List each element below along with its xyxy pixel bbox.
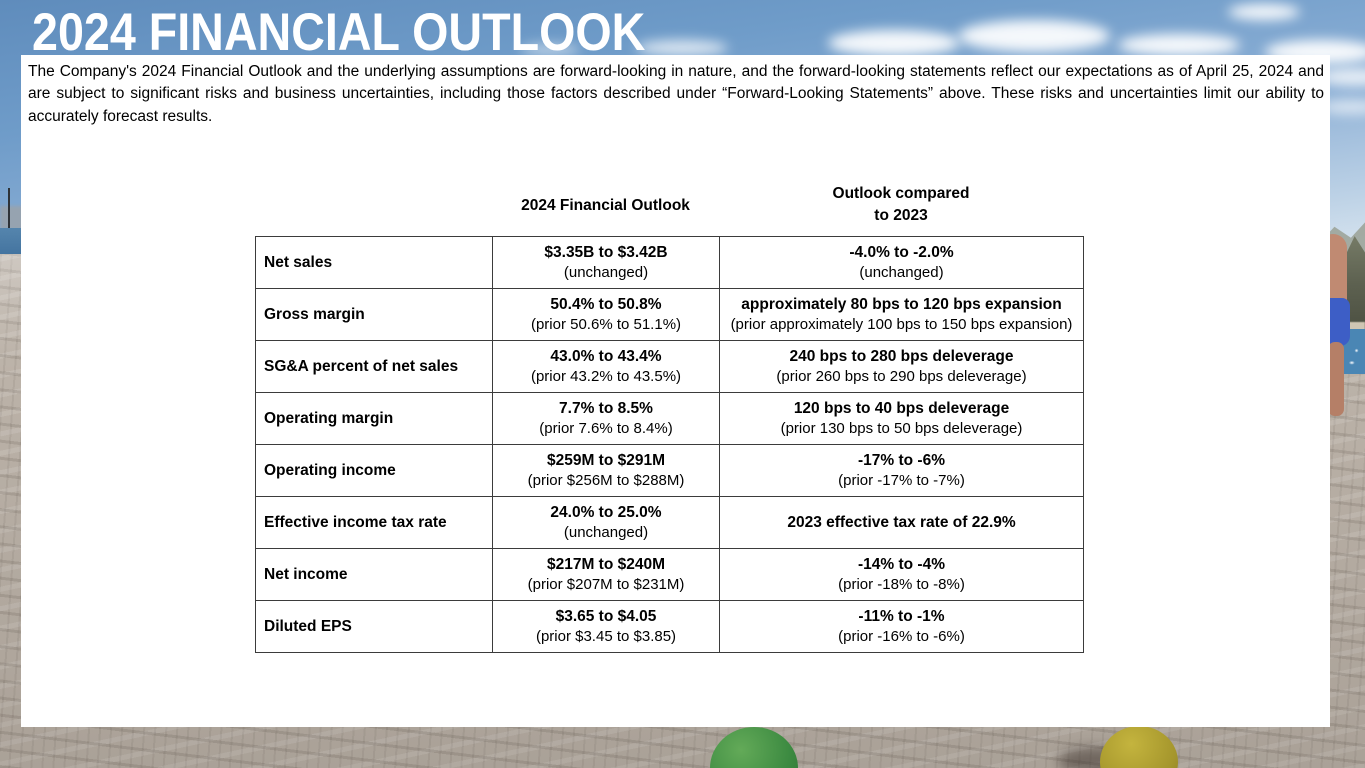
compare-value: approximately 80 bps to 120 bps expansio… — [741, 296, 1062, 313]
page-title: 2024 FINANCIAL OUTLOOK — [32, 3, 646, 62]
outlook-note: (prior 43.2% to 43.5%) — [530, 367, 682, 385]
compare-cell: 240 bps to 280 bps deleverage (prior 260… — [719, 340, 1084, 393]
outlook-cell: 24.0% to 25.0% (unchanged) — [492, 496, 720, 549]
table-row-effective-tax-rate: Effective income tax rate 24.0% to 25.0%… — [255, 496, 1084, 549]
row-label: Net sales — [255, 236, 493, 289]
row-label: Operating income — [255, 444, 493, 497]
outlook-note: (prior $3.45 to $3.85) — [535, 627, 677, 645]
cloud — [520, 44, 580, 56]
outlook-note: (prior $207M to $231M) — [527, 575, 685, 593]
row-label: SG&A percent of net sales — [255, 340, 493, 393]
outlook-cell: $259M to $291M (prior $256M to $288M) — [492, 444, 720, 497]
column-header-outlook-vs-2023: Outlook compared to 2023 — [719, 183, 1083, 227]
compare-value: 2023 effective tax rate of 22.9% — [787, 513, 1016, 531]
outlook-cell: $3.65 to $4.05 (prior $3.45 to $3.85) — [492, 600, 720, 653]
outlook-value: 43.0% to 43.4% — [550, 348, 662, 365]
cloud — [636, 40, 728, 56]
compare-note: (prior -17% to -7%) — [838, 471, 965, 489]
cloud — [1118, 34, 1240, 56]
outlook-value: 24.0% to 25.0% — [550, 504, 662, 521]
compare-cell: -14% to -4% (prior -18% to -8%) — [719, 548, 1084, 601]
compare-note: (prior approximately 100 bps to 150 bps … — [730, 315, 1073, 333]
content-panel: The Company's 2024 Financial Outlook and… — [21, 55, 1330, 727]
compare-value: -11% to -1% — [858, 608, 945, 625]
cloud — [1320, 100, 1365, 114]
outlook-cell: $3.35B to $3.42B (unchanged) — [492, 236, 720, 289]
compare-note: (prior -18% to -8%) — [838, 575, 965, 593]
table-row-operating-margin: Operating margin 7.7% to 8.5% (prior 7.6… — [255, 392, 1084, 445]
compare-note: (prior 130 bps to 50 bps deleverage) — [780, 419, 1023, 437]
table-row-operating-income: Operating income $259M to $291M (prior $… — [255, 444, 1084, 497]
compare-value: 240 bps to 280 bps deleverage — [789, 348, 1014, 365]
row-label: Diluted EPS — [255, 600, 493, 653]
table-row-gross-margin: Gross margin 50.4% to 50.8% (prior 50.6%… — [255, 288, 1084, 341]
compare-value: -4.0% to -2.0% — [849, 244, 954, 261]
compare-value: -17% to -6% — [858, 452, 945, 469]
cloud — [1228, 4, 1300, 20]
outlook-cell: $217M to $240M (prior $207M to $231M) — [492, 548, 720, 601]
compare-cell: -11% to -1% (prior -16% to -6%) — [719, 600, 1084, 653]
compare-cell: -17% to -6% (prior -17% to -7%) — [719, 444, 1084, 497]
row-label: Gross margin — [255, 288, 493, 341]
outlook-note: (prior $256M to $288M) — [527, 471, 685, 489]
outlook-value: $3.35B to $3.42B — [544, 244, 668, 261]
outlook-note: (unchanged) — [563, 523, 649, 541]
table-row-diluted-eps: Diluted EPS $3.65 to $4.05 (prior $3.45 … — [255, 600, 1084, 653]
compare-note: (unchanged) — [859, 263, 944, 281]
outlook-value: 50.4% to 50.8% — [550, 296, 662, 313]
outlook-note: (prior 50.6% to 51.1%) — [530, 315, 682, 333]
column-header-line2: to 2023 — [874, 207, 928, 224]
outlook-value: $3.65 to $4.05 — [555, 608, 657, 625]
distant-hills — [0, 206, 24, 230]
outlook-value: 7.7% to 8.5% — [559, 400, 653, 417]
outlook-note: (prior 7.6% to 8.4%) — [539, 419, 673, 437]
compare-cell: 2023 effective tax rate of 22.9% — [719, 496, 1084, 549]
outlook-table: Net sales $3.35B to $3.42B (unchanged) -… — [255, 236, 1084, 653]
table-row-net-income: Net income $217M to $240M (prior $207M t… — [255, 548, 1084, 601]
outlook-value: $259M to $291M — [546, 452, 666, 469]
outlook-cell: 7.7% to 8.5% (prior 7.6% to 8.4%) — [492, 392, 720, 445]
person-leg — [1328, 342, 1344, 416]
cloud — [958, 20, 1110, 52]
outlook-cell: 43.0% to 43.4% (prior 43.2% to 43.5%) — [492, 340, 720, 393]
column-header-line1: Outlook compared — [832, 185, 970, 202]
compare-note: (prior 260 bps to 290 bps deleverage) — [776, 367, 1027, 385]
compare-cell: 120 bps to 40 bps deleverage (prior 130 … — [719, 392, 1084, 445]
compare-value: 120 bps to 40 bps deleverage — [793, 400, 1010, 417]
cloud — [828, 30, 960, 56]
table-row-net-sales: Net sales $3.35B to $3.42B (unchanged) -… — [255, 236, 1084, 289]
table-row-sga-percent: SG&A percent of net sales 43.0% to 43.4%… — [255, 340, 1084, 393]
compare-value: -14% to -4% — [858, 556, 945, 573]
outlook-value: $217M to $240M — [546, 556, 666, 573]
compare-note: (prior -16% to -6%) — [838, 627, 965, 645]
compare-cell: -4.0% to -2.0% (unchanged) — [719, 236, 1084, 289]
compare-cell: approximately 80 bps to 120 bps expansio… — [719, 288, 1084, 341]
row-label: Effective income tax rate — [255, 496, 493, 549]
sailboat-mast — [8, 188, 10, 232]
disclaimer-text: The Company's 2024 Financial Outlook and… — [28, 63, 1324, 125]
outlook-note: (unchanged) — [563, 263, 649, 281]
outlook-cell: 50.4% to 50.8% (prior 50.6% to 51.1%) — [492, 288, 720, 341]
row-label: Net income — [255, 548, 493, 601]
column-header-2024-outlook: 2024 Financial Outlook — [521, 197, 690, 214]
row-label: Operating margin — [255, 392, 493, 445]
